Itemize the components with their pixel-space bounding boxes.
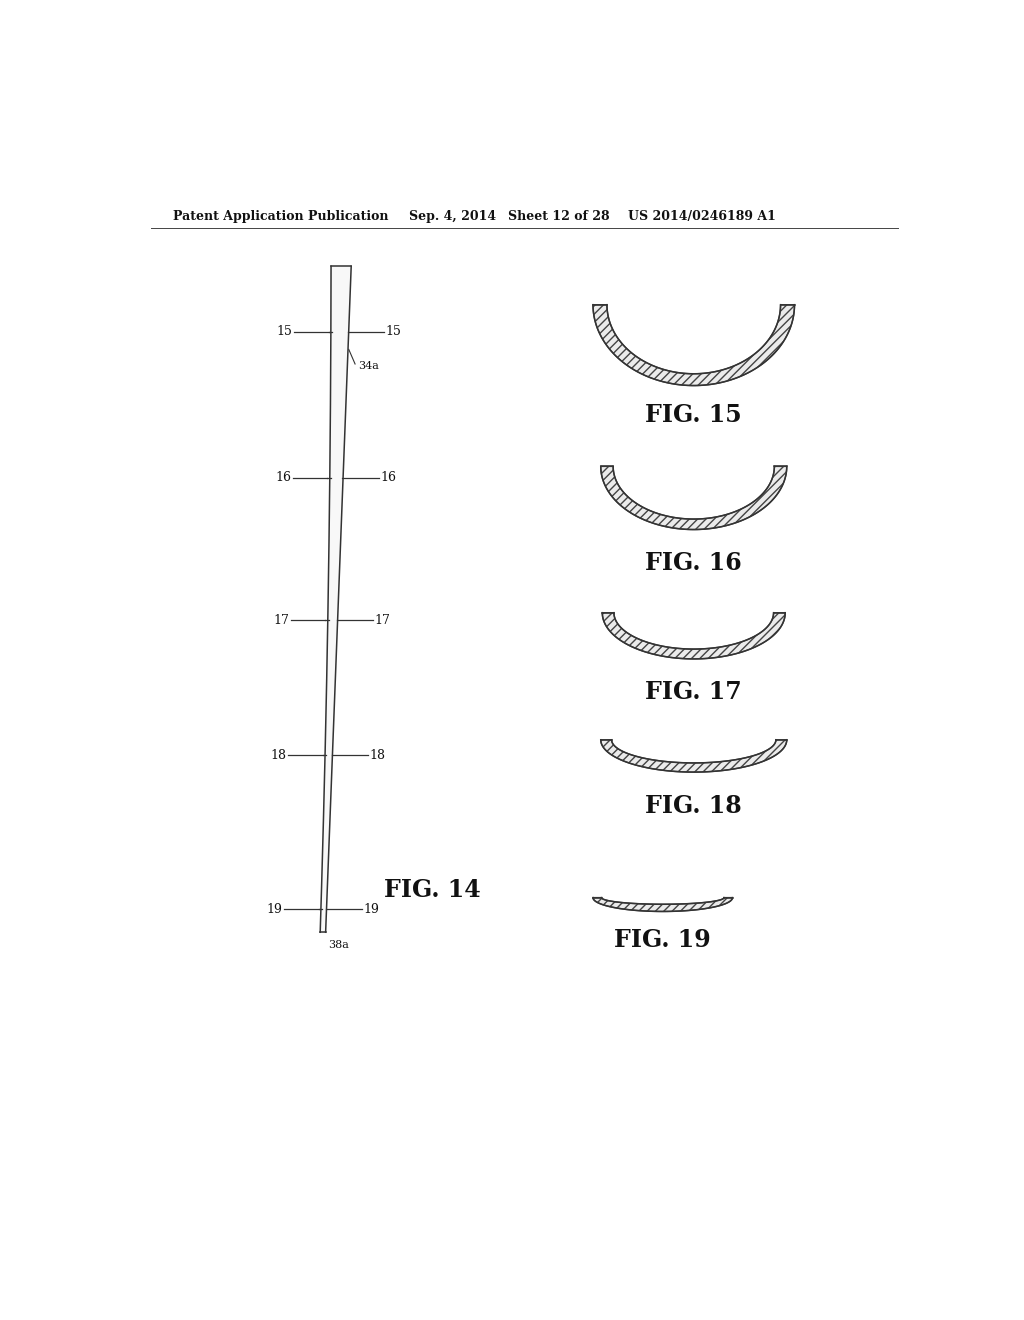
Polygon shape: [602, 612, 785, 659]
Text: FIG. 19: FIG. 19: [614, 928, 711, 953]
Text: 38a: 38a: [328, 940, 349, 950]
Text: 18: 18: [270, 748, 287, 762]
Text: FIG. 14: FIG. 14: [384, 878, 480, 902]
Text: 16: 16: [380, 471, 396, 484]
Text: 17: 17: [375, 614, 391, 627]
Text: 17: 17: [273, 614, 289, 627]
Text: 18: 18: [370, 748, 386, 762]
Text: 19: 19: [364, 903, 380, 916]
Polygon shape: [601, 739, 786, 772]
Text: Sep. 4, 2014: Sep. 4, 2014: [409, 210, 496, 223]
Text: FIG. 15: FIG. 15: [645, 404, 742, 428]
Text: 19: 19: [266, 903, 283, 916]
Text: FIG. 18: FIG. 18: [645, 793, 742, 817]
Text: Sheet 12 of 28: Sheet 12 of 28: [508, 210, 609, 223]
Polygon shape: [593, 898, 732, 911]
Text: 16: 16: [275, 471, 291, 484]
Text: FIG. 16: FIG. 16: [645, 552, 742, 576]
Text: 15: 15: [386, 325, 401, 338]
Polygon shape: [593, 305, 795, 385]
Text: 34a: 34a: [358, 362, 379, 371]
Text: US 2014/0246189 A1: US 2014/0246189 A1: [628, 210, 776, 223]
Polygon shape: [601, 466, 786, 529]
Text: 15: 15: [276, 325, 292, 338]
Text: FIG. 17: FIG. 17: [645, 681, 742, 705]
Polygon shape: [321, 267, 351, 932]
Text: Patent Application Publication: Patent Application Publication: [173, 210, 388, 223]
